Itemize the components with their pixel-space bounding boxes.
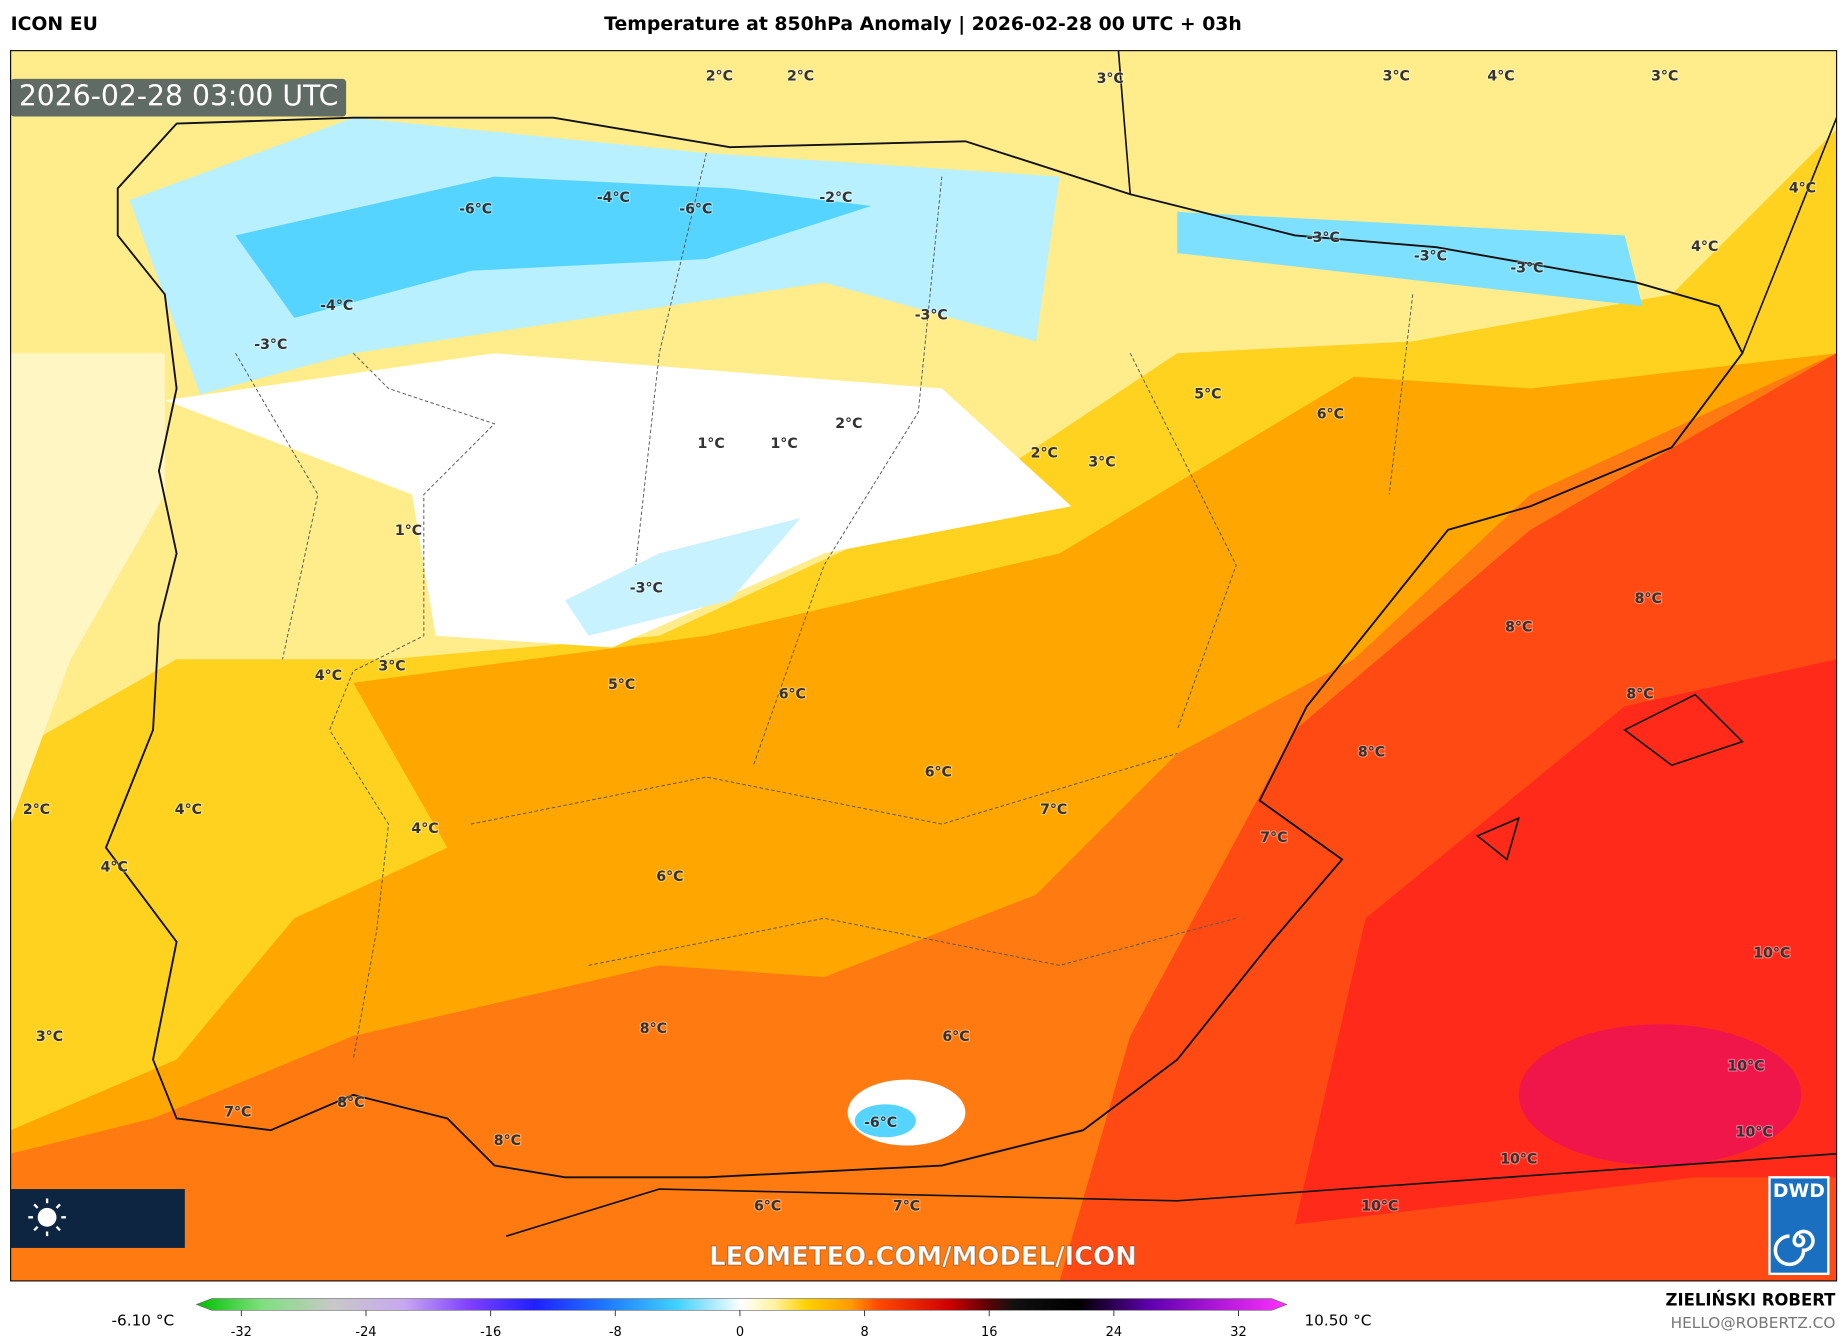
contour-label: 2°C xyxy=(706,69,733,85)
model-name: ICON EU xyxy=(11,14,98,35)
contour-label: 6°C xyxy=(656,869,683,885)
dwd-logo: DWD xyxy=(1768,1176,1830,1276)
map-title: Temperature at 850hPa Anomaly | 2026-02-… xyxy=(604,14,1242,35)
contour-label: 8°C xyxy=(640,1021,667,1037)
logo-text: DWD xyxy=(1773,1181,1825,1202)
contour-label: 2°C xyxy=(787,69,814,85)
contour-label: 4°C xyxy=(315,668,342,684)
field-cold xyxy=(565,518,801,636)
contour-label: 10°C xyxy=(1736,1125,1773,1141)
contour-label: 7°C xyxy=(1040,802,1067,818)
colorbar-tick-label: 24 xyxy=(1106,1325,1122,1338)
colorbar-tick-label: 0 xyxy=(736,1325,744,1338)
colorbar-tick-label: -24 xyxy=(355,1325,376,1338)
colorbar-tick-label: 32 xyxy=(1230,1325,1246,1338)
map-frame xyxy=(10,50,1838,1282)
contour-label: 3°C xyxy=(378,658,405,674)
coastline xyxy=(104,116,1744,1179)
field-pale xyxy=(10,353,165,825)
contour-label: -6°C xyxy=(459,202,492,218)
contour-label: 4°C xyxy=(411,821,438,837)
contour-label: 10°C xyxy=(1361,1199,1398,1215)
contour-label: 8°C xyxy=(494,1133,521,1149)
contour-label: 4°C xyxy=(1691,239,1718,255)
contour-label: 6°C xyxy=(779,687,806,703)
colorbar-tick-label: -8 xyxy=(609,1325,622,1338)
watermark: LEOMETEO.COM/MODEL/ICON xyxy=(709,1242,1137,1272)
contour-label: 3°C xyxy=(1097,71,1124,87)
contour-label: 6°C xyxy=(754,1199,781,1215)
contour-label: -3°C xyxy=(1307,230,1340,246)
contour-label: -3°C xyxy=(915,308,948,324)
contour-label: 8°C xyxy=(337,1095,364,1111)
colorbar-tick-label: 16 xyxy=(981,1325,997,1338)
contour-label: -4°C xyxy=(597,190,630,206)
contour-label: 7°C xyxy=(224,1105,251,1121)
contour-label: 7°C xyxy=(1260,830,1287,846)
colorbar-tick-label: 8 xyxy=(860,1325,868,1338)
logo-box xyxy=(10,1189,185,1248)
colorbar-min: -6.10 °C xyxy=(111,1311,174,1329)
contour-label: 4°C xyxy=(1487,69,1514,85)
field-cold-core xyxy=(235,176,872,318)
contour-label: 6°C xyxy=(942,1029,969,1045)
contour-label: 6°C xyxy=(925,764,952,780)
author: ZIELIŃSKI ROBERT xyxy=(1666,1290,1837,1309)
contour-label: 1°C xyxy=(770,436,797,452)
colorbar-max: 10.50 °C xyxy=(1304,1311,1371,1329)
contour-label: -6°C xyxy=(679,202,712,218)
contour-label: 3°C xyxy=(1088,455,1115,471)
contour-label: 8°C xyxy=(1626,687,1653,703)
contour-label: 3°C xyxy=(36,1029,63,1045)
contour-label: 8°C xyxy=(1505,620,1532,636)
contour-label: 2°C xyxy=(835,416,862,432)
contour-label: -3°C xyxy=(1510,260,1543,276)
contour-label: 8°C xyxy=(1635,591,1662,607)
colorbar-tick-label: -32 xyxy=(231,1325,252,1338)
contour-label: -4°C xyxy=(320,298,353,314)
contour-label: 3°C xyxy=(1383,69,1410,85)
map: 2°C 2°C 3°C 3°C 4°C 3°C 4°C 4°C -6°C -4°C -6°C -2°C… xyxy=(10,50,1837,1281)
contour-label: 6°C xyxy=(1317,406,1344,422)
colorbar-scale xyxy=(195,1298,1288,1311)
sun-icon xyxy=(37,1207,57,1227)
contour-label: 4°C xyxy=(1789,180,1816,196)
contour-label: 1°C xyxy=(697,436,724,452)
contour-label: -3°C xyxy=(630,581,663,597)
partner-logo xyxy=(10,1189,185,1248)
timestamp-box xyxy=(10,78,347,117)
contour-labels: 2°C 2°C 3°C 3°C 4°C 3°C 4°C 4°C -6°C -4°C -6°C -2°C… xyxy=(22,67,1818,1216)
contour-label: 2°C xyxy=(23,802,50,818)
contour-label: 4°C xyxy=(101,860,128,876)
coastline xyxy=(505,50,1837,1237)
contour-label: -2°C xyxy=(819,190,852,206)
contour-label: 8°C xyxy=(1358,744,1385,760)
contour-label: 5°C xyxy=(608,677,635,693)
sun-rays xyxy=(28,1198,66,1237)
borders xyxy=(235,152,1414,1060)
contour-label: 1°C xyxy=(395,523,422,539)
field-neutral xyxy=(164,353,1072,648)
contour-label: -6°C xyxy=(864,1115,897,1131)
colorbar: -6.10 °C 10.50 °C -32 -24 -16 -8 0 8 16 24 32 xyxy=(111,1298,1371,1338)
field-cold-core xyxy=(854,1104,916,1138)
contour-label: 10°C xyxy=(1727,1059,1764,1075)
email: HELLO@ROBERTZ.CO xyxy=(1671,1314,1836,1332)
contour-label: 10°C xyxy=(1500,1152,1537,1168)
contour-label: 5°C xyxy=(1194,386,1221,402)
contour-label: -3°C xyxy=(1414,249,1447,265)
contour-label: 7°C xyxy=(893,1199,920,1215)
contour-label: 3°C xyxy=(1651,69,1678,85)
logo-spiral xyxy=(1773,1229,1815,1267)
contour-label: 10°C xyxy=(1753,946,1790,962)
contour-label: 4°C xyxy=(175,802,202,818)
timestamp: 2026-02-28 03:00 UTC xyxy=(19,80,339,113)
contour-label: 2°C xyxy=(1031,445,1058,461)
field-max xyxy=(1518,1024,1802,1166)
colorbar-tick-label: -16 xyxy=(480,1325,501,1338)
contour-label: -3°C xyxy=(254,337,287,353)
